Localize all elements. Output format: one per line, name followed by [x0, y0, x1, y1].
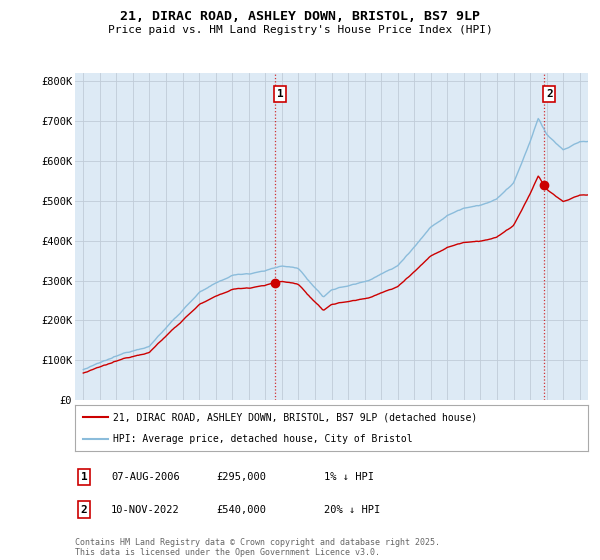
Text: 2: 2	[546, 89, 553, 99]
Text: 21, DIRAC ROAD, ASHLEY DOWN, BRISTOL, BS7 9LP (detached house): 21, DIRAC ROAD, ASHLEY DOWN, BRISTOL, BS…	[113, 412, 478, 422]
Text: HPI: Average price, detached house, City of Bristol: HPI: Average price, detached house, City…	[113, 435, 413, 444]
Text: 20% ↓ HPI: 20% ↓ HPI	[324, 505, 380, 515]
Text: 1: 1	[80, 472, 88, 482]
Text: Price paid vs. HM Land Registry's House Price Index (HPI): Price paid vs. HM Land Registry's House …	[107, 25, 493, 35]
Text: £540,000: £540,000	[216, 505, 266, 515]
Text: Contains HM Land Registry data © Crown copyright and database right 2025.
This d: Contains HM Land Registry data © Crown c…	[75, 538, 440, 557]
Text: 1% ↓ HPI: 1% ↓ HPI	[324, 472, 374, 482]
Text: 1: 1	[277, 89, 284, 99]
Text: £295,000: £295,000	[216, 472, 266, 482]
Text: 2: 2	[80, 505, 88, 515]
Text: 21, DIRAC ROAD, ASHLEY DOWN, BRISTOL, BS7 9LP: 21, DIRAC ROAD, ASHLEY DOWN, BRISTOL, BS…	[120, 10, 480, 23]
Text: 10-NOV-2022: 10-NOV-2022	[111, 505, 180, 515]
Text: 07-AUG-2006: 07-AUG-2006	[111, 472, 180, 482]
